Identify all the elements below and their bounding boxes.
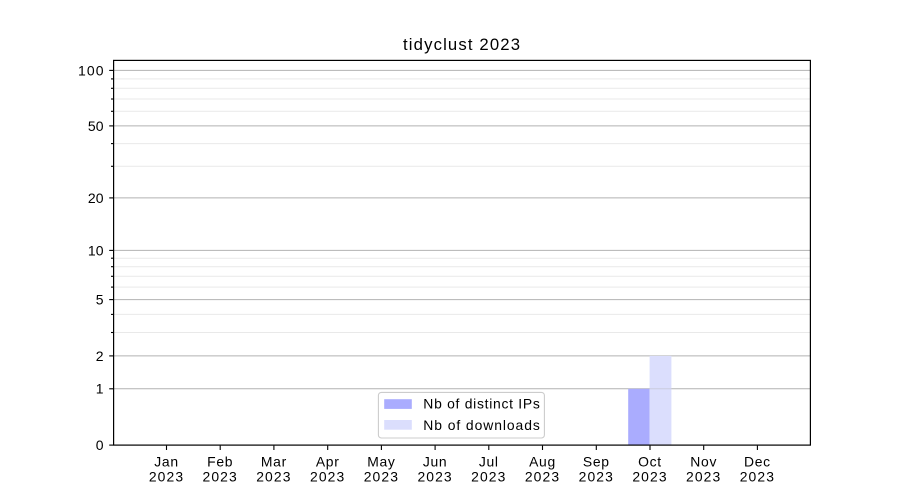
svg-text:Nov: Nov	[690, 453, 717, 469]
svg-text:2023: 2023	[632, 469, 667, 485]
svg-text:2023: 2023	[149, 469, 184, 485]
svg-text:Jan: Jan	[154, 453, 179, 469]
svg-text:2023: 2023	[203, 469, 238, 485]
svg-text:5: 5	[96, 292, 104, 308]
svg-text:2023: 2023	[686, 469, 721, 485]
svg-text:1: 1	[96, 381, 104, 397]
svg-text:Aug: Aug	[529, 453, 556, 469]
svg-text:0: 0	[96, 437, 104, 453]
svg-text:Apr: Apr	[316, 453, 340, 469]
svg-text:Nb of distinct IPs: Nb of distinct IPs	[423, 396, 540, 412]
svg-text:Nb of downloads: Nb of downloads	[423, 417, 540, 433]
svg-text:10: 10	[88, 242, 104, 258]
svg-text:2023: 2023	[525, 469, 560, 485]
svg-text:Mar: Mar	[261, 453, 287, 469]
svg-text:2023: 2023	[579, 469, 614, 485]
svg-text:Feb: Feb	[207, 453, 233, 469]
svg-text:2023: 2023	[310, 469, 345, 485]
svg-text:50: 50	[88, 118, 104, 134]
svg-text:2023: 2023	[471, 469, 506, 485]
svg-text:2: 2	[96, 348, 104, 364]
svg-text:2023: 2023	[417, 469, 452, 485]
svg-text:Oct: Oct	[638, 453, 662, 469]
svg-text:Sep: Sep	[583, 453, 610, 469]
svg-text:Dec: Dec	[744, 453, 771, 469]
svg-text:Jul: Jul	[479, 453, 499, 469]
svg-text:100: 100	[78, 62, 104, 78]
svg-text:2023: 2023	[256, 469, 291, 485]
svg-text:2023: 2023	[364, 469, 399, 485]
svg-text:2023: 2023	[740, 469, 775, 485]
svg-text:Jun: Jun	[423, 453, 448, 469]
svg-text:tidyclust 2023: tidyclust 2023	[403, 35, 520, 54]
svg-text:20: 20	[88, 190, 104, 206]
svg-text:May: May	[367, 453, 395, 469]
